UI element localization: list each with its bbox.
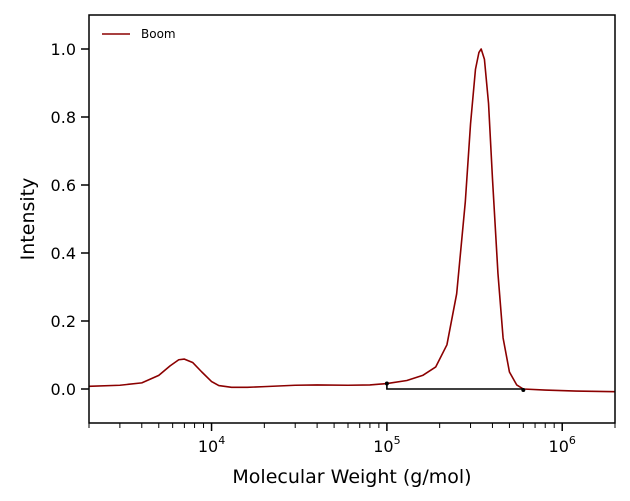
series-line-0 — [88, 48, 616, 393]
plot-area — [89, 15, 615, 423]
x-axis-label: Molecular Weight (g/mol) — [232, 466, 471, 488]
y-tick-label: 0.2 — [51, 312, 76, 331]
y-tick-label: 1.0 — [51, 40, 76, 59]
x-tick-label: 105 — [373, 434, 400, 456]
legend: Boom — [102, 27, 176, 41]
x-major-ticks: 104 105 106 — [198, 423, 576, 456]
baseline-marker — [521, 388, 526, 393]
baseline-marker — [384, 381, 389, 386]
x-tick-label: 106 — [549, 434, 576, 456]
y-tick-label: 0.4 — [51, 244, 76, 263]
plot-frame — [88, 14, 616, 424]
x-minor-ticks — [88, 423, 616, 428]
legend-label: Boom — [141, 27, 176, 41]
y-tick-label: 0.6 — [51, 176, 76, 195]
annotation-layer — [384, 381, 526, 393]
y-axis-label: Intensity — [17, 178, 39, 261]
series-layer — [88, 48, 616, 393]
x-tick-label: 104 — [198, 434, 225, 456]
y-tick-label: 0.0 — [51, 380, 76, 399]
y-ticks: 0.0 0.2 0.4 0.6 0.8 1.0 — [51, 40, 89, 399]
y-tick-label: 0.8 — [51, 108, 76, 127]
